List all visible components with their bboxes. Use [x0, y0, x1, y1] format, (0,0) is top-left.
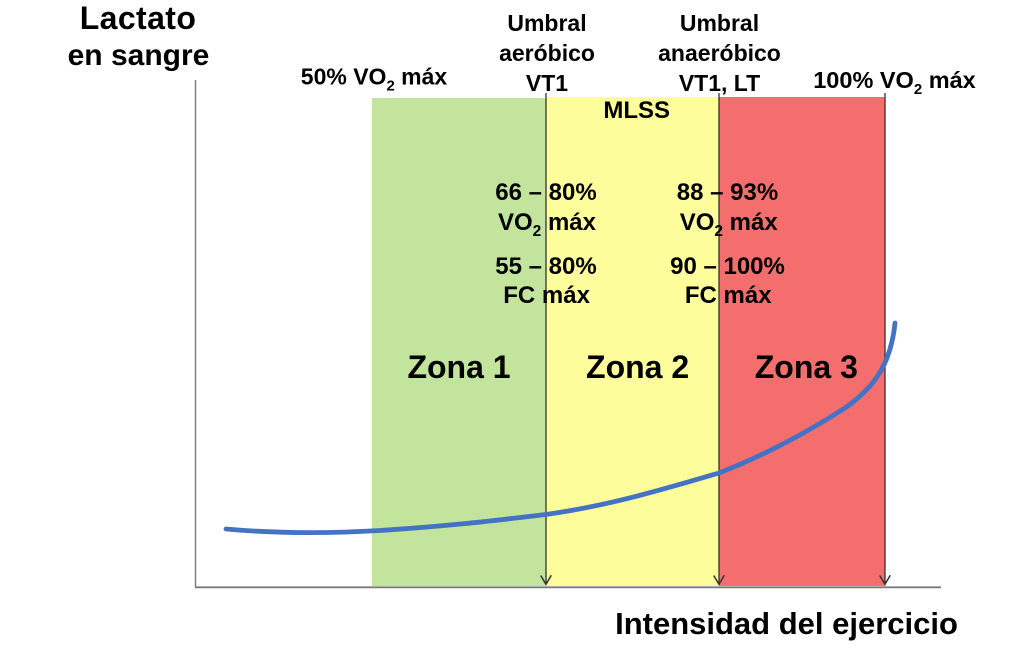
- svg-text:VO2 máx: VO2 máx: [498, 209, 597, 240]
- svg-text:Lactato: Lactato: [80, 0, 197, 36]
- svg-text:55 – 80%: 55 – 80%: [495, 253, 596, 280]
- svg-text:100% VO2 máx: 100% VO2 máx: [813, 67, 976, 98]
- svg-text:FC máx: FC máx: [503, 282, 590, 309]
- svg-text:anaeróbico: anaeróbico: [658, 40, 781, 66]
- svg-text:Umbral: Umbral: [507, 10, 586, 36]
- svg-text:VO2 máx: VO2 máx: [680, 209, 779, 240]
- svg-text:50% VO2 máx: 50% VO2 máx: [301, 64, 448, 95]
- svg-text:90 – 100%: 90 – 100%: [670, 253, 785, 280]
- svg-text:Zona 2: Zona 2: [586, 349, 689, 385]
- svg-text:66 – 80%: 66 – 80%: [495, 179, 596, 206]
- svg-text:Zona 1: Zona 1: [407, 349, 510, 385]
- svg-text:Intensidad del ejercicio: Intensidad del ejercicio: [615, 606, 958, 641]
- svg-text:VT1, LT: VT1, LT: [679, 70, 760, 96]
- svg-text:aeróbico: aeróbico: [499, 40, 595, 66]
- svg-text:88 – 93%: 88 – 93%: [677, 179, 778, 206]
- svg-text:Zona 3: Zona 3: [755, 349, 858, 385]
- svg-text:MLSS: MLSS: [603, 97, 670, 124]
- svg-text:en sangre: en sangre: [68, 39, 210, 72]
- svg-text:Umbral: Umbral: [680, 10, 759, 36]
- svg-text:VT1: VT1: [526, 70, 568, 96]
- svg-text:FC máx: FC máx: [685, 282, 772, 309]
